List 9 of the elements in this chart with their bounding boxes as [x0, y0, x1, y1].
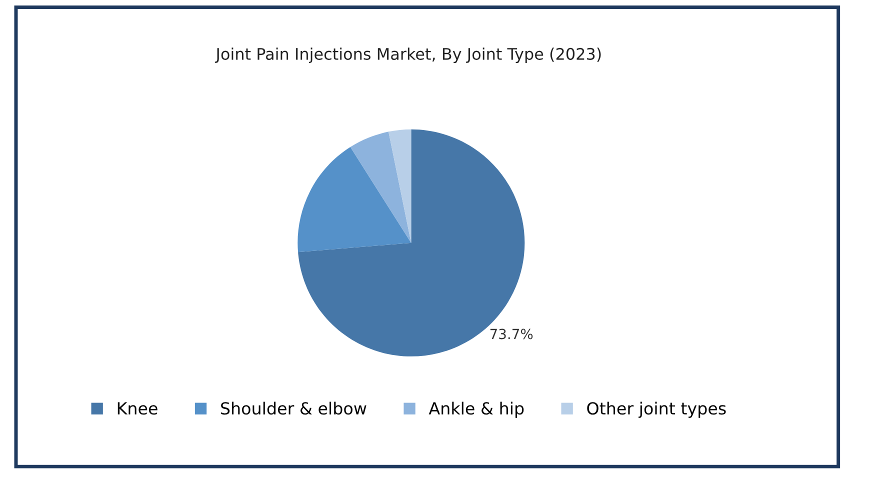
- data-label: 73.7%: [490, 328, 533, 340]
- pie-slice: [388, 129, 412, 243]
- legend-label: Knee: [118, 402, 158, 415]
- legend-label: Shoulder & elbow: [221, 402, 366, 415]
- chart-title: Joint Pain Injections Market, By Joint Type (2023): [214, 48, 601, 64]
- pie-slice: [298, 147, 412, 252]
- legend-label: Other joint types: [587, 402, 726, 418]
- legend-label: Ankle & hip: [428, 402, 524, 418]
- pie-slice: [350, 132, 412, 243]
